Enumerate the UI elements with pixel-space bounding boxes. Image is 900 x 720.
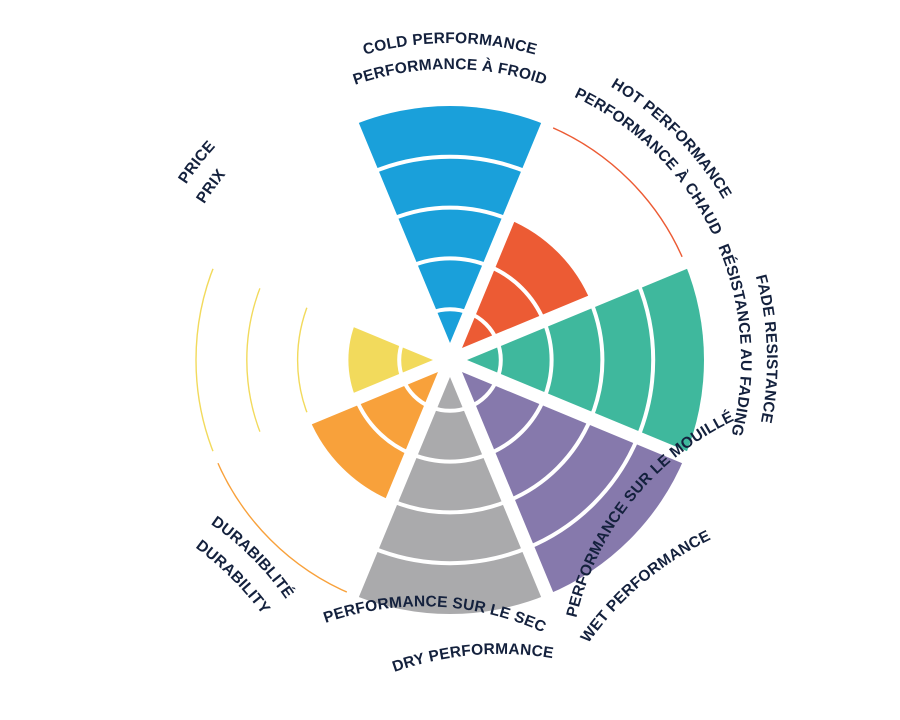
svg-text:HOT PERFORMANCE: HOT PERFORMANCE: [608, 75, 734, 201]
svg-text:PERFORMANCE À FROID: PERFORMANCE À FROID: [351, 56, 549, 89]
svg-text:DRY PERFORMANCE: DRY PERFORMANCE: [390, 641, 555, 676]
svg-text:RÉSISTANCE AU FADING: RÉSISTANCE AU FADING: [714, 242, 754, 438]
svg-text:FADE RESISTANCE: FADE RESISTANCE: [752, 273, 780, 425]
svg-text:COLD PERFORMANCE: COLD PERFORMANCE: [361, 30, 539, 59]
svg-text:DURABILITY: DURABILITY: [193, 537, 274, 618]
